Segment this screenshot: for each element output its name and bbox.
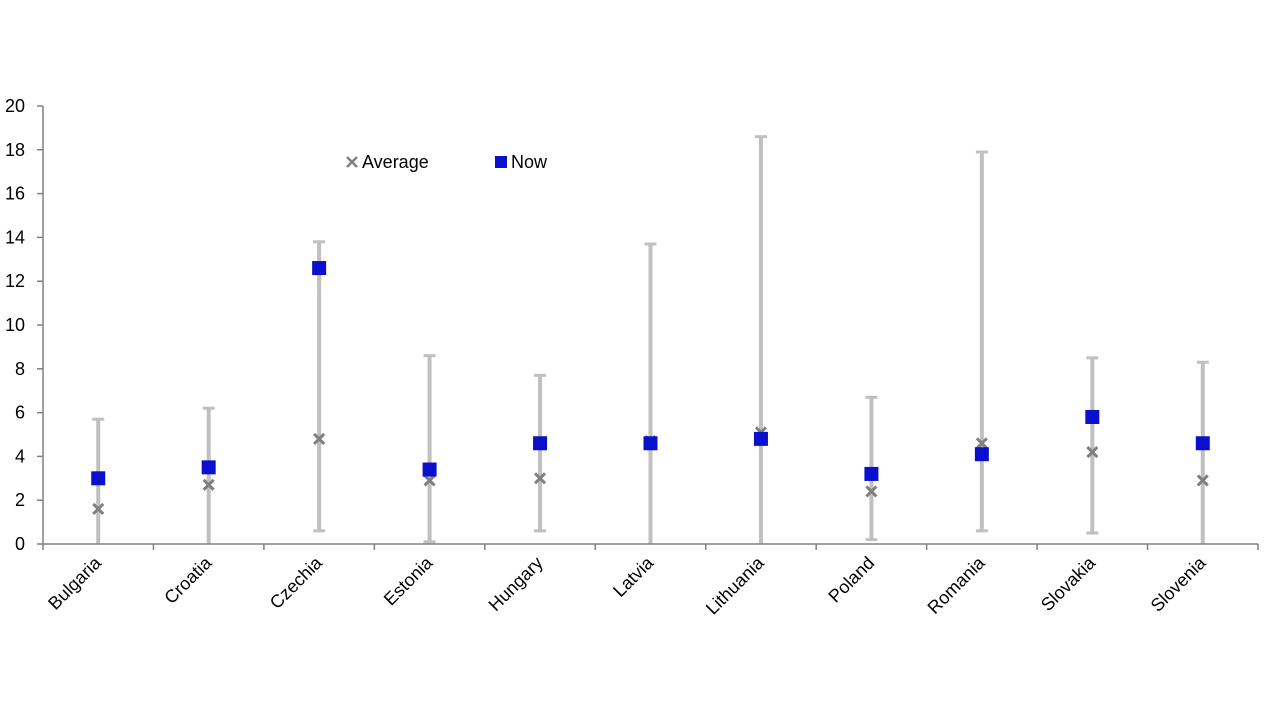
x-tick-label: Bulgaria xyxy=(44,552,106,614)
average-point xyxy=(533,472,547,485)
axes: 0 2 4 6 8 10 12 14 16 18 20 Bulgaria Croatia Czechia E… xyxy=(5,96,1259,619)
legend-average-marker xyxy=(346,156,358,168)
now-point xyxy=(422,462,437,477)
average-point xyxy=(92,502,105,516)
average-point xyxy=(423,474,436,487)
now-point xyxy=(91,471,106,486)
average-point xyxy=(865,485,878,498)
x-tick-label: Czechia xyxy=(266,552,327,613)
now-point xyxy=(312,261,327,276)
y-tick-label: 6 xyxy=(15,403,25,423)
now-point xyxy=(643,436,658,451)
legend-item-average: Average xyxy=(346,152,429,172)
now-point xyxy=(974,447,989,462)
x-tick-label: Slovakia xyxy=(1037,552,1100,615)
now-point xyxy=(1195,436,1210,451)
legend-item-now: Now xyxy=(495,152,548,172)
x-tick-label: Romania xyxy=(924,552,990,618)
x-tick-label: Croatia xyxy=(160,552,216,608)
x-tick-label: Lithuania xyxy=(702,552,769,619)
average-point xyxy=(1196,474,1209,487)
x-tick-label: Estonia xyxy=(380,552,437,609)
x-tick-label: Slovenia xyxy=(1147,552,1211,616)
legend-now-marker xyxy=(495,156,507,168)
now-point xyxy=(864,466,879,481)
y-tick-label: 12 xyxy=(5,271,25,291)
y-tick-label: 4 xyxy=(15,446,25,466)
average-point xyxy=(202,478,215,491)
x-tick-label: Poland xyxy=(824,553,878,607)
x-tick-label: Latvia xyxy=(609,552,658,601)
now-point xyxy=(753,431,768,446)
legend-average-label: Average xyxy=(362,152,429,172)
y-tick-label: 2 xyxy=(15,490,25,510)
average-point xyxy=(1086,445,1099,459)
now-point xyxy=(533,436,548,451)
now-point xyxy=(1085,409,1100,424)
y-tick-label: 14 xyxy=(5,227,25,247)
now-series xyxy=(91,261,1210,486)
x-tick-label: Hungary xyxy=(485,553,547,615)
y-tick-label: 0 xyxy=(15,534,25,554)
legend-now-label: Now xyxy=(511,152,548,172)
average-point xyxy=(975,437,988,450)
y-tick-label: 10 xyxy=(5,315,25,335)
y-tick-label: 8 xyxy=(15,359,25,379)
now-point xyxy=(201,460,216,475)
legend: Average Now xyxy=(346,152,548,172)
y-tick-label: 20 xyxy=(5,96,25,116)
y-tick-label: 16 xyxy=(5,184,25,204)
average-point xyxy=(313,432,326,445)
y-tick-label: 18 xyxy=(5,140,25,160)
range-bars xyxy=(92,135,1209,544)
